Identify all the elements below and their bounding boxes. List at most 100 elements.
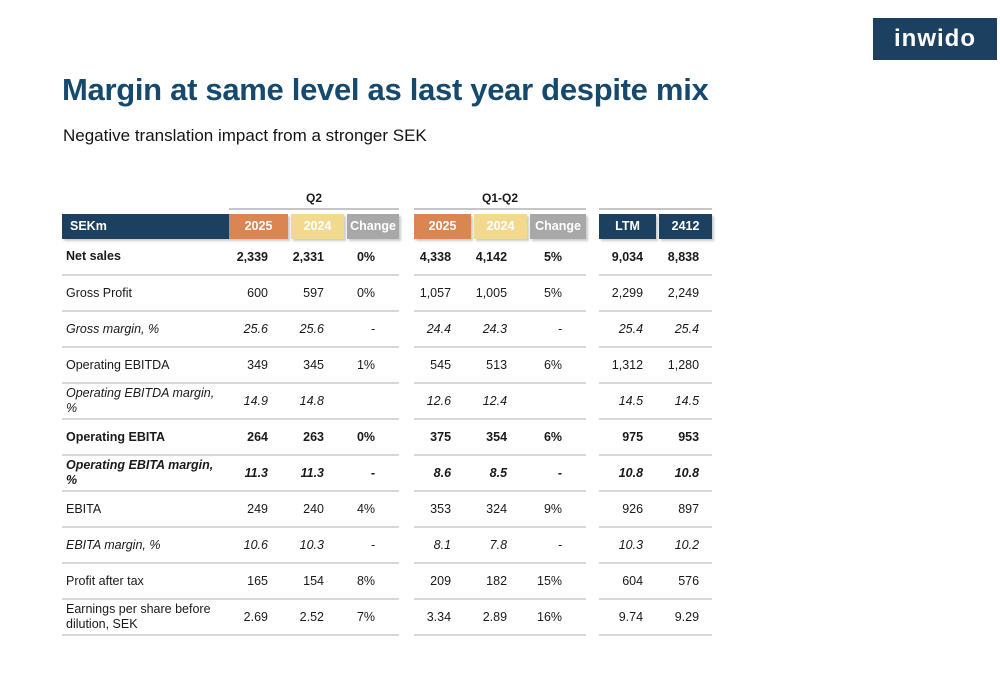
group-label-q1q2: Q1-Q2 [414, 185, 587, 210]
cell-value: 11.3 [229, 455, 288, 492]
cell-value: 4% [344, 491, 400, 528]
col-header-q2-2024: 2024 [291, 214, 344, 239]
group-label-ltm2412 [599, 185, 713, 210]
inwido-logo-text: inwido [894, 25, 976, 52]
group-label-q2: Q2 [229, 185, 400, 210]
table-row: Gross Profit 600 597 0% 1,057 1,005 5% 2,299 2,2… [62, 275, 713, 312]
column-gap [399, 455, 414, 491]
cell-value: 1% [344, 347, 400, 384]
cell-value: 1,057 [414, 275, 472, 312]
cell-value: 4,142 [471, 239, 528, 276]
column-gap [399, 209, 414, 239]
cell-value: 2,339 [229, 239, 288, 276]
col-header-q2-2025: 2025 [229, 214, 288, 239]
column-gap [586, 491, 599, 527]
cell-value: 8.5 [471, 455, 528, 492]
col-header-2412: 2412 [659, 214, 713, 239]
cell-value: 1,312 [599, 347, 657, 384]
cell-value: 10.2 [656, 527, 713, 564]
column-gap [586, 311, 599, 347]
table-row: Operating EBITDA 349 345 1% 545 513 6% 1,312 1,2… [62, 347, 713, 384]
group-header-row: Q2 Q1-Q2 [62, 185, 713, 210]
row-label: Operating EBITA margin, % [62, 455, 229, 492]
cell-value: 249 [229, 491, 288, 528]
column-gap [586, 419, 599, 455]
row-label: EBITA margin, % [62, 527, 229, 564]
cell-value: 8% [344, 563, 400, 600]
cell-value: 953 [656, 419, 713, 456]
cell-value: 2,249 [656, 275, 713, 312]
cell-value: 9% [527, 491, 587, 528]
cell-value: 8.1 [414, 527, 472, 564]
column-gap [399, 383, 414, 419]
column-gap [399, 491, 414, 527]
cell-value: 6% [527, 419, 587, 456]
cell-value: 10.8 [599, 455, 657, 492]
cell-value: 24.3 [471, 311, 528, 348]
cell-value: 345 [288, 347, 344, 384]
cell-value: 14.9 [229, 383, 288, 420]
column-gap [399, 275, 414, 311]
cell-value [527, 383, 587, 420]
cell-value: 25.6 [229, 311, 288, 348]
cell-value: 9.29 [656, 599, 713, 636]
cell-value: 600 [229, 275, 288, 312]
cell-value: 9,034 [599, 239, 657, 276]
row-label: Gross Profit [62, 275, 229, 312]
column-gap [399, 419, 414, 455]
cell-value: 7.8 [471, 527, 528, 564]
column-gap [586, 185, 599, 209]
cell-value: 25.4 [599, 311, 657, 348]
row-label: Operating EBITDA margin, % [62, 383, 229, 420]
cell-value: 2.52 [288, 599, 344, 636]
row-label: Operating EBITA [62, 419, 229, 456]
cell-value: 576 [656, 563, 713, 600]
cell-value: 2,331 [288, 239, 344, 276]
cell-value: 597 [288, 275, 344, 312]
column-gap [399, 185, 414, 209]
cell-value: 513 [471, 347, 528, 384]
column-gap [586, 563, 599, 599]
cell-value: 324 [471, 491, 528, 528]
column-gap [399, 239, 414, 275]
table-row: EBITA margin, % 10.6 10.3-8.1 7.8-10.3 10.2 [62, 527, 713, 564]
table-row: Operating EBITA margin, % 11.3 11.3-8.6 8.5… [62, 455, 713, 492]
cell-value: 2.69 [229, 599, 288, 636]
cell-value: 10.8 [656, 455, 713, 492]
cell-value: 6% [527, 347, 587, 384]
column-gap [399, 527, 414, 563]
cell-value: 0% [344, 275, 400, 312]
cell-value: 14.5 [656, 383, 713, 420]
cell-value: 5% [527, 239, 587, 276]
column-gap [586, 239, 599, 275]
column-gap [586, 275, 599, 311]
cell-value: 15% [527, 563, 587, 600]
cell-value: - [344, 311, 400, 348]
column-gap [586, 599, 599, 635]
cell-value: 182 [471, 563, 528, 600]
column-gap [399, 347, 414, 383]
table-row: Gross margin, % 25.6 25.6-24.4 24.3-25.4 25.… [62, 311, 713, 348]
cell-value: 9.74 [599, 599, 657, 636]
cell-value: 353 [414, 491, 472, 528]
cell-value: 10.6 [229, 527, 288, 564]
cell-value: - [527, 527, 587, 564]
cell-value: 1,280 [656, 347, 713, 384]
column-gap [399, 311, 414, 347]
cell-value: 165 [229, 563, 288, 600]
table-row: Net sales 2,339 2,331 0% 4,338 4,142 5% 9,034 8,… [62, 239, 713, 276]
cell-value: 4,338 [414, 239, 472, 276]
column-gap [586, 383, 599, 419]
col-header-h1-change: Change [530, 214, 587, 239]
col-header-q2-change: Change [347, 214, 400, 239]
inwido-logo: inwido [873, 18, 997, 60]
cell-value: 545 [414, 347, 472, 384]
row-label: Earnings per share before dilution, SEK [62, 599, 229, 636]
cell-value: 0% [344, 239, 400, 276]
cell-value: 12.6 [414, 383, 472, 420]
cell-value: 897 [656, 491, 713, 528]
cell-value: 2.89 [471, 599, 528, 636]
cell-value: 14.5 [599, 383, 657, 420]
cell-value: 14.8 [288, 383, 344, 420]
